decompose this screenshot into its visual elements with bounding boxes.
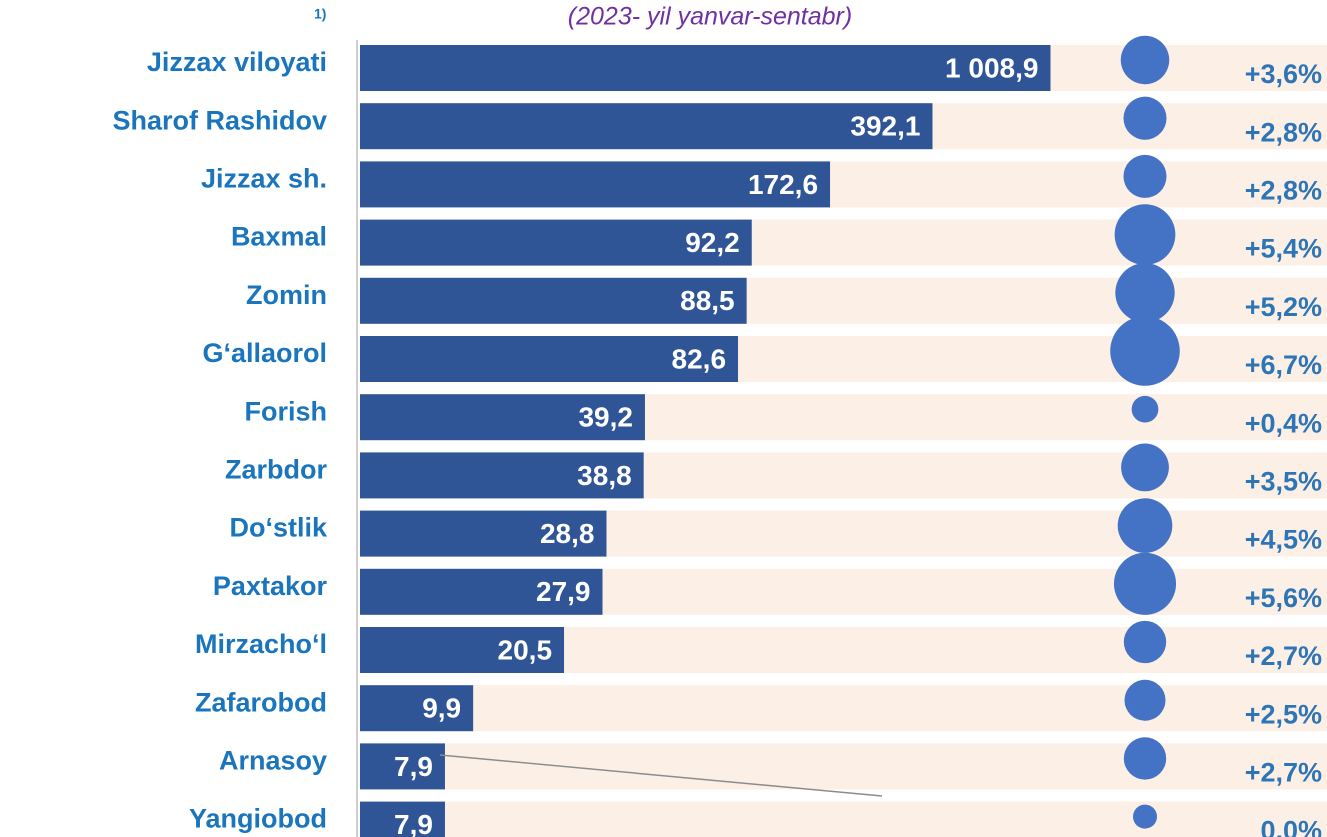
growth-bubble (1124, 679, 1166, 721)
bar-value-label: 92,2 (685, 227, 740, 258)
bar (360, 685, 474, 732)
bar-value-label: 28,8 (540, 518, 595, 549)
bar (360, 743, 445, 790)
growth-label: 0,0% (1260, 816, 1322, 837)
bar-value-label: 39,2 (578, 402, 633, 433)
growth-bubble (1120, 35, 1170, 85)
growth-label: +0,4% (1245, 408, 1322, 438)
category-label: Zarbdor (225, 455, 327, 485)
bar-value-label: 38,8 (577, 460, 632, 491)
bar-value-label: 172,6 (748, 169, 818, 200)
leader-line (439, 754, 883, 797)
category-label: Zafarobod (195, 687, 327, 717)
growth-bubble (1123, 96, 1167, 140)
growth-bubble (1121, 443, 1169, 492)
bar-value-label: 392,1 (850, 111, 920, 142)
category-label: Paxtakor (213, 571, 328, 601)
growth-bubble (1123, 737, 1167, 780)
category-label: Do‘stlik (229, 513, 328, 543)
bar-value-label: 9,9 (422, 693, 461, 724)
growth-label: +5,6% (1245, 583, 1322, 613)
growth-bubble (1117, 498, 1173, 553)
growth-bubble (1115, 263, 1175, 323)
growth-bubble (1113, 552, 1177, 615)
category-label: Forish (244, 396, 327, 426)
growth-label: +5,2% (1245, 292, 1322, 322)
bar-value-label: 7,9 (394, 809, 433, 837)
bar (360, 45, 1051, 91)
category-label: Jizzax sh. (201, 164, 327, 194)
growth-label: +5,4% (1245, 234, 1322, 264)
bar-value-label: 20,5 (498, 634, 553, 665)
growth-label: +3,6% (1245, 59, 1322, 89)
bar-value-label: 27,9 (536, 576, 591, 607)
bar (360, 510, 607, 557)
category-label: Baxmal (231, 222, 327, 252)
growth-label: +6,7% (1245, 350, 1322, 380)
growth-label: +2,7% (1245, 758, 1322, 788)
growth-label: +2,8% (1245, 176, 1322, 206)
growth-bubble (1133, 804, 1157, 829)
growth-bubble (1123, 154, 1167, 198)
growth-label: +3,5% (1245, 467, 1322, 497)
bar (360, 452, 644, 499)
bar (360, 219, 752, 266)
growth-bubble (1131, 395, 1159, 423)
category-label: Yangiobod (189, 804, 327, 834)
bar (360, 161, 831, 208)
category-label: Sharof Rashidov (112, 105, 327, 135)
category-label: Mirzacho‘l (195, 629, 327, 659)
row-band (360, 801, 1327, 837)
category-label: Zomin (246, 280, 327, 310)
growth-label: +4,5% (1245, 525, 1322, 555)
category-label: Arnasoy (219, 746, 327, 776)
growth-bubble (1123, 620, 1167, 664)
bar (360, 277, 747, 324)
growth-bubble (1110, 316, 1180, 386)
growth-bubble (1114, 204, 1176, 265)
category-label: Jizzax viloyati (147, 47, 327, 77)
growth-label: +2,7% (1245, 641, 1322, 671)
chart-subtitle: (2023- yil yanvar-sentabr) (568, 3, 852, 31)
row-band (360, 743, 1327, 790)
bar (360, 801, 445, 837)
bar-value-label: 82,6 (672, 343, 727, 374)
bar-value-label: 7,9 (394, 751, 433, 782)
bar-value-label: 88,5 (680, 285, 735, 316)
category-label: G‘allaorol (202, 338, 327, 368)
row-band (360, 685, 1327, 732)
bar (360, 568, 603, 615)
bar (360, 394, 645, 441)
bar (360, 103, 933, 150)
footnote-marker: 1) (314, 6, 326, 22)
growth-label: +2,8% (1245, 117, 1322, 147)
growth-label: +2,5% (1245, 699, 1322, 729)
bar-value-label: 1 008,9 (945, 52, 1038, 83)
bar (360, 336, 739, 382)
bar (360, 627, 565, 673)
marks: Jizzax viloyati 1 008,9 +3,6% Sharof Rashid… (112, 35, 1322, 837)
